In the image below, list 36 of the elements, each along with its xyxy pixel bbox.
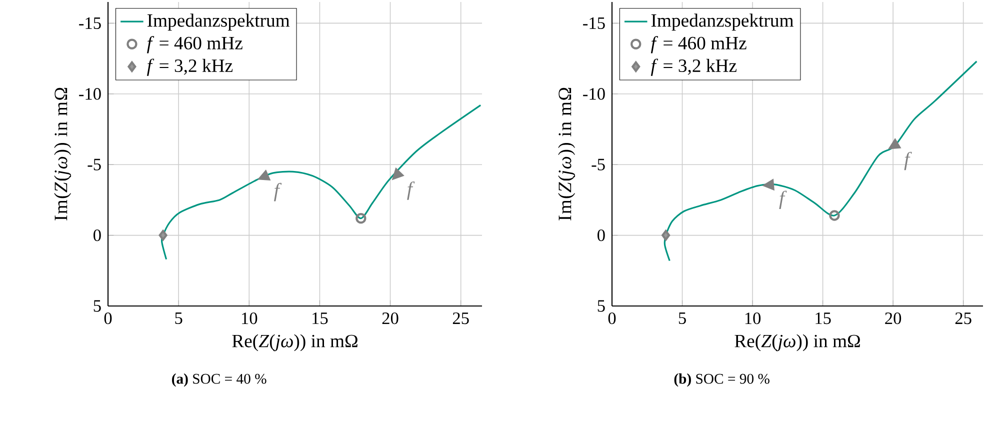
annotation: f	[274, 182, 282, 202]
annotation: f	[407, 182, 415, 200]
x-tick-label: 5	[175, 312, 182, 324]
text: (b) SOC = 90 %	[674, 373, 770, 387]
y-tick-label: 5	[94, 300, 101, 312]
x-tick-label: 10	[745, 312, 761, 324]
x-tick-label: 0	[608, 312, 616, 324]
y-tick-label: -10	[79, 88, 101, 100]
x-tick-label: 25	[955, 312, 972, 324]
y-tick-label: 5	[598, 300, 605, 312]
x-axis-title: Re(Z(jω)) in mΩ	[232, 334, 358, 352]
legend-label: f = 460 mHz	[650, 36, 746, 54]
x-tick-label: 20	[885, 312, 902, 324]
legend-label: Impedanzspektrum	[147, 14, 290, 31]
x-tick-label: 0	[104, 312, 112, 324]
y-tick-label: -15	[79, 17, 101, 30]
legend-label: f = 460 mHz	[147, 36, 242, 54]
legend-label: f = 3,2 kHz	[650, 58, 737, 76]
y-tick-label: 0	[598, 229, 605, 242]
x-axis-title: Re(Z(jω)) in mΩ	[734, 334, 860, 352]
x-tick-label: 20	[382, 312, 398, 324]
y-tick-label: -10	[583, 88, 605, 100]
x-tick-label: 15	[816, 312, 831, 324]
x-tick-label: 10	[242, 312, 258, 324]
y-tick-label: 0	[94, 229, 101, 242]
x-tick-label: 25	[452, 312, 469, 324]
legend-label: f = 3,2 kHz	[147, 58, 233, 76]
text: (a) SOC = 40 %	[172, 373, 266, 387]
y-tick-label: -15	[583, 17, 605, 30]
legend-label: Impedanzspektrum	[651, 14, 794, 31]
annotation: f	[904, 152, 912, 170]
y-tick-label: -5	[88, 158, 101, 170]
y-tick-label: -5	[592, 158, 605, 170]
x-tick-label: 15	[312, 312, 328, 324]
x-tick-label: 5	[678, 312, 686, 324]
annotation: f	[779, 190, 787, 210]
